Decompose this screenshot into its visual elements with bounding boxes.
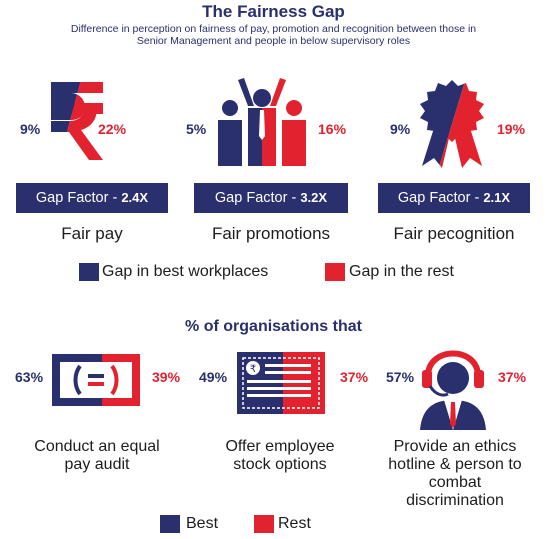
fair-promotions-best-value: 5% — [186, 121, 207, 137]
gap-factor-value: 2.4X — [121, 190, 149, 205]
label-line: hotline & person to — [388, 456, 522, 473]
label-line: discrimination — [406, 492, 504, 509]
stock-options-rest-value: 37% — [340, 369, 369, 385]
label-line: Provide an ethics — [393, 438, 517, 455]
fair-promotions-gap-factor: Gap Factor - 3.2X — [194, 183, 348, 213]
legend-best-swatch — [79, 263, 99, 281]
headset-operator-icon — [420, 350, 486, 430]
legend-best-swatch — [160, 515, 180, 533]
fair-pay-best-value: 9% — [20, 121, 41, 137]
stock-options-label: Offer employee stock options — [194, 438, 366, 474]
fair-recognition-best-value: 9% — [390, 121, 411, 137]
legend-best-label: Best — [186, 515, 219, 532]
stock-certificate-icon: ₹ — [237, 352, 325, 414]
stock-options-best-value: 49% — [199, 369, 228, 385]
legend-rest-swatch — [254, 515, 274, 533]
fair-promotions-rest-value: 16% — [318, 121, 347, 137]
chart-subtitle: Difference in perception on fairness of … — [20, 23, 527, 47]
label-line: combat — [428, 474, 482, 491]
fair-pay-gap-factor: Gap Factor - 2.4X — [16, 183, 168, 213]
svg-text:₹: ₹ — [250, 364, 256, 375]
label-line: Offer employee — [225, 438, 335, 455]
fair-promotions-label: Fair promotions — [211, 224, 331, 243]
label-line: pay audit — [64, 456, 130, 473]
legend-rest-label: Rest — [278, 515, 311, 532]
gap-factor-label: Gap Factor - — [35, 190, 122, 206]
legend-rest-swatch — [325, 263, 345, 281]
gap-factor-label: Gap Factor - — [214, 190, 301, 206]
fair-recognition-label: Fair pecognition — [393, 224, 515, 243]
equal-pay-best-value: 63% — [15, 369, 44, 385]
gap-factor-label: Gap Factor - — [397, 190, 484, 206]
equal-pay-rest-value: 39% — [152, 369, 181, 385]
rosette-icon — [420, 80, 484, 168]
legend-rest-label: Gap in the rest — [349, 263, 454, 280]
label-line: stock options — [233, 456, 327, 473]
subtitle-line-1: Difference in perception on fairness of … — [70, 23, 477, 35]
fair-recognition-gap-factor: Gap Factor - 2.1X — [378, 183, 530, 213]
fair-pay-rest-value: 22% — [98, 121, 127, 137]
ethics-hotline-rest-value: 37% — [498, 369, 527, 385]
people-icon — [218, 78, 306, 166]
rupee-icon — [51, 82, 103, 160]
gap-factor-value: 2.1X — [483, 190, 511, 205]
ethics-hotline-label: Provide an ethics hotline & person to co… — [370, 438, 540, 510]
equal-pay-label: Conduct an equal pay audit — [12, 438, 182, 474]
ethics-hotline-best-value: 57% — [386, 369, 415, 385]
legend-best-label: Gap in best workplaces — [102, 263, 269, 280]
section-title: % of organisations that — [185, 318, 362, 335]
fair-pay-label: Fair pay — [61, 224, 123, 243]
equal-pay-icon — [52, 354, 140, 406]
label-line: Conduct an equal — [34, 438, 160, 455]
fair-recognition-rest-value: 19% — [497, 121, 526, 137]
chart-title: The Fairness Gap — [202, 2, 345, 21]
gap-factor-value: 3.2X — [300, 190, 328, 205]
subtitle-line-2: Senior Management and people in below su… — [136, 35, 411, 47]
